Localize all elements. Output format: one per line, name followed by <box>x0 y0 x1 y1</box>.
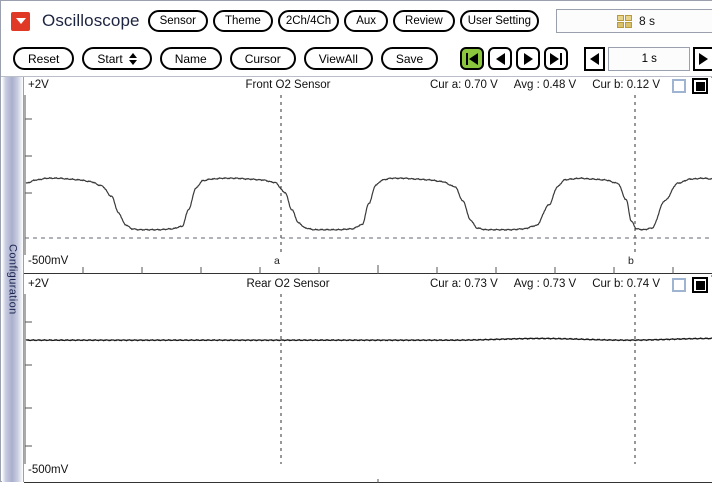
channel-1-title: Front O2 Sensor <box>245 79 331 91</box>
channel-2-footer: -500mV <box>24 464 712 483</box>
channel-2-scale-top: +2V <box>28 278 49 290</box>
channel-1-cursor-b-label: Cur b: <box>592 79 624 91</box>
top-toolbar: Oscilloscope Sensor Theme 2Ch/4Ch Aux Re… <box>1 1 712 41</box>
save-button[interactable]: Save <box>380 47 439 70</box>
aux-button[interactable]: Aux <box>344 10 389 32</box>
page-title: Oscilloscope <box>42 11 140 30</box>
skip-to-end-icon <box>549 52 563 65</box>
timebase-decrease-button[interactable] <box>584 46 606 71</box>
channel-1-stats: Cur a: 0.70 V Avg : 0.48 V Cur b: 0.12 V <box>430 79 660 91</box>
channel-1-checkbox[interactable] <box>672 79 686 93</box>
channel-2-avg-value: 0.73 V <box>542 278 577 290</box>
channel-2-trace <box>25 337 712 342</box>
viewall-button[interactable]: ViewAll <box>303 47 373 70</box>
channel-1-panel: +2V Front O2 Sensor Cur a: 0.70 V Avg : … <box>24 78 712 275</box>
channel-2-title: Rear O2 Sensor <box>246 278 330 290</box>
start-stepper-label: Start <box>97 51 123 66</box>
channel-count-button[interactable]: 2Ch/4Ch <box>277 10 340 32</box>
reset-button[interactable]: Reset <box>13 47 75 70</box>
cursor-button[interactable]: Cursor <box>229 47 296 70</box>
time-readout[interactable]: 8 s <box>556 9 712 33</box>
name-button[interactable]: Name <box>159 47 222 70</box>
arrow-left-icon <box>590 52 600 65</box>
channel-2-plot[interactable] <box>24 294 712 464</box>
skip-to-start-icon <box>465 52 479 65</box>
time-readout-value: 8 s <box>639 14 656 28</box>
channel-2-waveform-svg <box>24 294 712 464</box>
timebase-stepper: 1 s <box>584 46 712 71</box>
channel-1-fill-toggle[interactable] <box>692 78 708 94</box>
configuration-label: Configuration <box>6 244 19 315</box>
play-icon <box>523 52 533 65</box>
channel-2-avg-stat: Avg : 0.73 V <box>514 278 576 290</box>
channel-1-cursor-b-value: 0.12 V <box>626 79 660 91</box>
transport-controls <box>460 47 572 70</box>
ab-cursor-icon <box>617 14 633 28</box>
channel-1-y-ticks <box>25 118 32 194</box>
control-toolbar: Reset Start Name Cursor ViewAll Save <box>1 41 712 77</box>
channel-1-avg-stat: Avg : 0.48 V <box>514 79 576 91</box>
channel-2-stats: Cur a: 0.73 V Avg : 0.73 V Cur b: 0.74 V <box>430 278 660 290</box>
step-back-icon <box>495 52 505 65</box>
channel-2-scale-bottom: -500mV <box>28 464 69 476</box>
channel-1-x-axis <box>24 265 712 274</box>
play-button[interactable] <box>516 47 541 70</box>
channel-1-waveform-svg <box>24 95 712 255</box>
channel-1-plot-background <box>24 95 712 255</box>
channel-1-scale-top: +2V <box>28 79 49 91</box>
caret-down-icon[interactable] <box>11 11 30 31</box>
timebase-value[interactable]: 1 s <box>608 46 691 71</box>
stepper-arrows-icon[interactable] <box>128 52 137 65</box>
channel-2-avg-label: Avg : <box>513 278 540 290</box>
channel-1-plot[interactable] <box>24 95 712 255</box>
channel-2-cursor-a-value: 0.73 V <box>464 278 498 290</box>
channel-1-scale-bottom: -500mV <box>28 255 69 267</box>
channel-1-avg-label: Avg : <box>513 79 540 91</box>
channel-1-cursor-b-marker[interactable]: b <box>628 255 634 267</box>
channel-2-toggles <box>672 277 708 293</box>
channel-1-cursor-a-stat: Cur a: 0.70 V <box>430 79 498 91</box>
sensor-button[interactable]: Sensor <box>147 10 209 32</box>
skip-to-end-button[interactable] <box>544 47 569 70</box>
channel-1-trace <box>25 177 712 231</box>
review-button[interactable]: Review <box>393 10 455 32</box>
theme-button[interactable]: Theme <box>213 10 273 32</box>
step-back-button[interactable] <box>488 47 513 70</box>
channel-2-cursor-b-value: 0.74 V <box>626 278 660 290</box>
skip-to-start-button[interactable] <box>460 47 485 70</box>
user-setting-button[interactable]: User Setting <box>459 10 540 32</box>
channel-1-cursor-a-label: Cur a: <box>429 79 462 91</box>
channel-1-header: +2V Front O2 Sensor Cur a: 0.70 V Avg : … <box>24 78 712 95</box>
start-stepper[interactable]: Start <box>82 47 152 70</box>
channel-2-cursor-a-label: Cur a: <box>429 278 462 290</box>
channel-2-y-ticks <box>25 321 32 447</box>
channel-2-cursor-b-label: Cur b: <box>592 278 624 290</box>
channel-1-cursor-a-value: 0.70 V <box>464 79 498 91</box>
channel-2-panel: +2V Rear O2 Sensor Cur a: 0.73 V Avg : 0… <box>24 277 712 483</box>
channel-2-checkbox[interactable] <box>672 278 686 292</box>
channel-1-cursor-b-stat: Cur b: 0.12 V <box>592 79 660 91</box>
arrow-right-icon <box>699 52 709 65</box>
channel-2-header: +2V Rear O2 Sensor Cur a: 0.73 V Avg : 0… <box>24 277 712 294</box>
timebase-increase-button[interactable] <box>693 46 712 71</box>
channel-1-avg-value: 0.48 V <box>542 79 577 91</box>
channel-1-toggles <box>672 78 708 94</box>
channel-1-cursor-a-marker[interactable]: a <box>274 255 280 267</box>
channel-2-plot-background <box>24 294 712 464</box>
channel-2-cursor-b-stat: Cur b: 0.74 V <box>592 278 660 290</box>
channel-1-footer: -500mV a b <box>24 255 712 274</box>
channel-2-cursor-a-stat: Cur a: 0.73 V <box>430 278 498 290</box>
channel-2-fill-toggle[interactable] <box>692 277 708 293</box>
configuration-sidebar[interactable]: Configuration <box>2 77 24 482</box>
